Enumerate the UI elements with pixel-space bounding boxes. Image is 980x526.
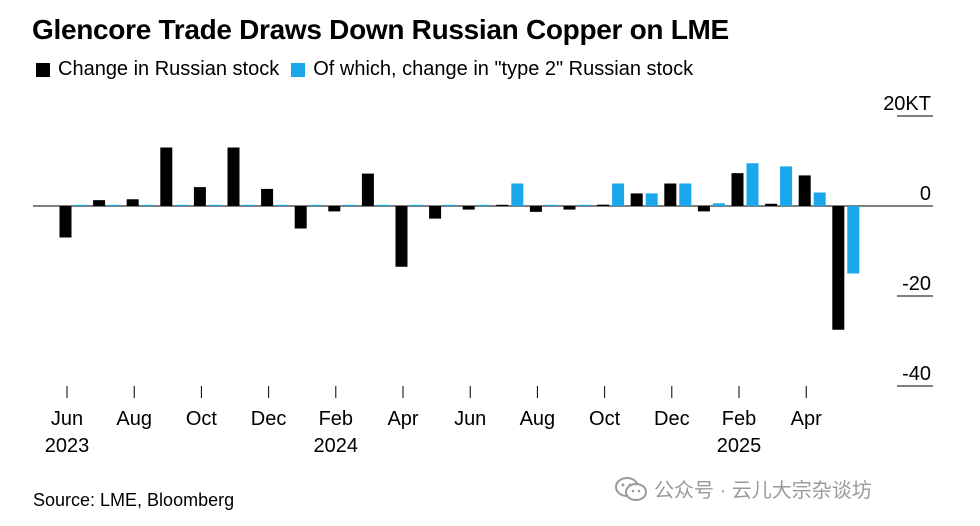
legend-swatch-blue: [291, 62, 306, 77]
bar-russian-stock: [529, 206, 542, 212]
y-tick-label: 0: [920, 183, 931, 205]
y-tick-label: -40: [902, 363, 931, 385]
x-tick-label: Dec: [251, 408, 287, 430]
bar-type2-stock: [444, 204, 457, 206]
x-tick-label: Oct: [186, 408, 218, 430]
bar-russian-stock: [93, 200, 106, 206]
x-tick-label: Jun: [51, 408, 83, 430]
bar-russian-stock: [597, 204, 610, 206]
bar-type2-stock: [511, 183, 524, 206]
bar-russian-stock: [697, 206, 710, 212]
bar-russian-stock: [126, 199, 139, 206]
bar-type2-stock: [544, 204, 557, 206]
x-tick-label: Dec: [654, 408, 690, 430]
legend-swatch-black: [36, 62, 50, 77]
bar-type2-stock: [108, 204, 121, 206]
x-tick-label: Aug: [116, 408, 152, 430]
bar-type2-stock: [208, 204, 221, 206]
bar-russian-stock: [462, 206, 475, 210]
bar-russian-stock: [496, 204, 509, 206]
bar-russian-stock: [294, 206, 307, 229]
bar-type2-stock: [612, 183, 625, 206]
y-tick-label: -20: [902, 273, 931, 295]
bar-type2-stock: [309, 204, 322, 206]
bar-russian-stock: [59, 206, 72, 238]
y-tick-label: 20KT: [883, 93, 931, 115]
bar-type2-stock: [242, 204, 255, 206]
x-tick-year-label: 2024: [314, 435, 359, 457]
bar-russian-stock: [361, 173, 374, 206]
bar-type2-stock: [175, 204, 188, 206]
bar-russian-stock: [664, 183, 677, 206]
bar-type2-stock: [74, 204, 87, 206]
bar-type2-stock: [141, 204, 154, 206]
bar-type2-stock: [645, 193, 658, 206]
x-tick-year-label: 2023: [45, 435, 90, 457]
bar-russian-stock: [429, 206, 442, 219]
bar-russian-stock: [227, 147, 240, 206]
bar-russian-stock: [832, 206, 845, 330]
bar-russian-stock: [328, 206, 341, 212]
x-tick-label: Feb: [722, 408, 756, 430]
bar-russian-stock: [765, 203, 778, 206]
bar-russian-stock: [731, 173, 744, 206]
x-tick-label: Feb: [319, 408, 353, 430]
watermark-text: 公众号 · 云儿大宗杂谈坊: [654, 480, 872, 502]
bar-type2-stock: [780, 166, 793, 206]
x-tick-label: Apr: [387, 408, 418, 430]
bar-type2-stock: [343, 204, 356, 206]
chart-title: Glencore Trade Draws Down Russian Copper…: [32, 14, 729, 45]
x-tick-label: Jun: [454, 408, 486, 430]
bar-type2-stock: [847, 206, 860, 274]
bar-type2-stock: [477, 204, 490, 206]
bar-russian-stock: [193, 187, 206, 206]
bar-russian-stock: [798, 175, 811, 206]
bar-type2-stock: [578, 204, 591, 206]
x-tick-label: Apr: [791, 408, 822, 430]
bar-type2-stock: [679, 183, 692, 206]
bar-russian-stock: [261, 188, 274, 206]
bar-type2-stock: [746, 163, 759, 206]
wechat-logo-icon: [615, 476, 647, 501]
bar-type2-stock: [376, 204, 389, 206]
x-tick-label: Oct: [589, 408, 621, 430]
bar-russian-stock: [630, 193, 643, 206]
bar-type2-stock: [712, 203, 725, 206]
legend-label-russian-stock: Change in Russian stock: [58, 58, 280, 80]
bar-russian-stock: [395, 206, 408, 267]
bar-type2-stock: [410, 204, 423, 206]
chart-legend: Change in Russian stock Of which, change…: [36, 58, 693, 81]
bar-type2-stock: [276, 204, 289, 206]
legend-item-type2-stock: Of which, change in "type 2" Russian sto…: [291, 58, 693, 81]
bar-type2-stock: [813, 192, 826, 206]
legend-label-type2-stock: Of which, change in "type 2" Russian sto…: [313, 58, 694, 80]
x-tick-label: Aug: [520, 408, 556, 430]
source-note: Source: LME, Bloomberg: [33, 490, 235, 510]
legend-item-russian-stock: Change in Russian stock: [36, 58, 279, 81]
x-tick-year-label: 2025: [717, 435, 762, 457]
watermark: 公众号 · 云儿大宗杂谈坊: [614, 474, 872, 503]
bar-russian-stock: [160, 147, 173, 206]
bar-russian-stock: [563, 206, 576, 210]
